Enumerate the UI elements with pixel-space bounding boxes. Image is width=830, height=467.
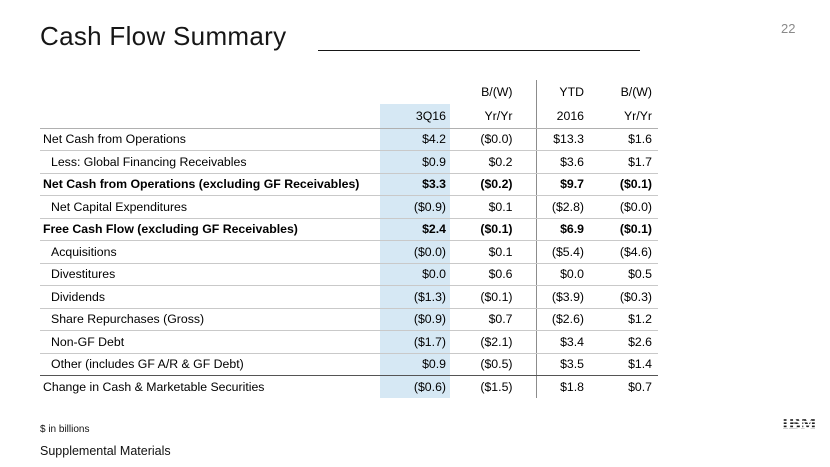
value-3q16: ($1.3) [380,285,450,309]
table-row: Free Cash Flow (excluding GF Receivables… [40,218,658,241]
row-label: Share Repurchases (Gross) [40,308,380,331]
value-ytd: $9.7 [536,173,592,196]
value-3q16: ($0.9) [380,308,450,331]
table-row: Share Repurchases (Gross) ($0.9) $0.7 ($… [40,308,658,331]
row-label: Net Capital Expenditures [40,195,380,219]
col-header-ytd: YTD [559,85,584,99]
value-ytd-yoy: $1.6 [592,128,658,151]
ibm-logo-graphic: IBM [782,415,817,433]
cash-flow-table-container: B/(W) YTD B/(W) 3Q16 Yr/Yr 2016 Yr/Yr Ne… [40,80,658,398]
value-3q16: $0.9 [380,150,450,174]
value-ytd: ($3.9) [536,285,592,309]
table-row: Dividends ($1.3) ($0.1) ($3.9) ($0.3) [40,285,658,309]
table-row: Less: Global Financing Receivables $0.9 … [40,150,658,174]
value-3q16-yoy: $0.1 [450,195,537,219]
value-ytd-yoy: $0.5 [592,263,658,286]
value-3q16-yoy: $0.2 [450,150,537,174]
value-3q16: ($0.9) [380,195,450,219]
value-3q16-yoy: ($2.1) [450,330,537,354]
value-3q16: $0.0 [380,263,450,286]
value-ytd-yoy: $1.4 [592,353,658,376]
value-ytd: $13.3 [536,128,592,151]
table-row: Divestitures $0.0 $0.6 $0.0 $0.5 [40,263,658,286]
row-label: Non-GF Debt [40,330,380,354]
value-ytd-yoy: ($0.0) [592,195,658,219]
table-row: Net Cash from Operations (excluding GF R… [40,173,658,196]
units-footnote: $ in billions [40,424,90,435]
value-3q16: $2.4 [380,218,450,241]
value-ytd: ($2.8) [536,195,592,219]
value-ytd: $3.4 [536,330,592,354]
value-3q16: $3.3 [380,173,450,196]
value-ytd-yoy: ($0.3) [592,285,658,309]
value-3q16-yoy: ($0.0) [450,128,537,151]
row-label: Dividends [40,285,380,309]
col-header-2016: 2016 [536,104,592,129]
table-row: Net Cash from Operations $4.2 ($0.0) $13… [40,128,658,151]
value-3q16-yoy: $0.7 [450,308,537,331]
row-label: Net Cash from Operations [40,128,380,151]
value-ytd: ($5.4) [536,240,592,264]
row-label: Less: Global Financing Receivables [40,150,380,174]
value-ytd-yoy: $1.2 [592,308,658,331]
value-ytd-yoy: $0.7 [628,380,652,394]
row-label: Acquisitions [40,240,380,264]
col-header-yryr-ytd: Yr/Yr [592,104,658,129]
value-3q16: $4.2 [380,128,450,151]
value-3q16-yoy: ($0.5) [450,353,537,376]
row-label: Change in Cash & Marketable Securities [43,380,265,394]
table-row: Other (includes GF A/R & GF Debt) $0.9 (… [40,353,658,376]
ibm-logo: IBM [782,408,817,440]
value-ytd: $1.8 [560,380,584,394]
spacer-cell [40,80,380,104]
table-row: Acquisitions ($0.0) $0.1 ($5.4) ($4.6) [40,240,658,264]
value-3q16-yoy: ($1.5) [450,375,537,398]
value-3q16: ($0.6) [380,375,450,398]
page-number: 22 [781,21,796,36]
value-3q16-yoy: ($0.1) [450,218,537,241]
value-ytd: $0.0 [536,263,592,286]
value-3q16-yoy: ($0.2) [450,173,537,196]
row-label: Net Cash from Operations (excluding GF R… [40,173,380,196]
value-3q16-yoy: $0.1 [450,240,537,264]
spacer-cell [40,104,380,129]
value-ytd: ($2.6) [536,308,592,331]
value-ytd: $6.9 [536,218,592,241]
value-3q16-yoy: ($0.1) [450,285,537,309]
title-divider-line [318,50,640,51]
row-label: Divestitures [40,263,380,286]
row-label: Free Cash Flow (excluding GF Receivables… [40,218,380,241]
value-3q16-yoy: $0.6 [450,263,537,286]
value-ytd: $3.5 [536,353,592,376]
value-3q16: $0.9 [380,353,450,376]
value-ytd-yoy: $1.7 [592,150,658,174]
col-header-bw-quarter: B/(W) [450,80,537,104]
row-label: Other (includes GF A/R & GF Debt) [40,353,380,376]
footer-label: Supplemental Materials [40,444,171,458]
value-ytd: $3.6 [536,150,592,174]
spacer-cell [380,80,450,104]
header-row-bottom: 3Q16 Yr/Yr 2016 Yr/Yr [40,104,658,129]
col-header-yryr-quarter: Yr/Yr [450,104,537,129]
cash-flow-table: B/(W) YTD B/(W) 3Q16 Yr/Yr 2016 Yr/Yr Ne… [40,80,658,398]
value-ytd-yoy: ($4.6) [592,240,658,264]
value-ytd-yoy: $2.6 [592,330,658,354]
table-row: Change in Cash & Marketable Securities (… [40,375,658,398]
value-3q16: ($1.7) [380,330,450,354]
page-title: Cash Flow Summary [40,21,287,51]
value-ytd-yoy: ($0.1) [592,218,658,241]
col-header-bw-ytd: B/(W) [620,85,652,99]
value-3q16: ($0.0) [380,240,450,264]
header-row-top: B/(W) YTD B/(W) [40,80,658,104]
table-row: Net Capital Expenditures ($0.9) $0.1 ($2… [40,195,658,219]
table-row: Non-GF Debt ($1.7) ($2.1) $3.4 $2.6 [40,330,658,354]
col-header-3q16: 3Q16 [380,104,450,129]
value-ytd-yoy: ($0.1) [592,173,658,196]
